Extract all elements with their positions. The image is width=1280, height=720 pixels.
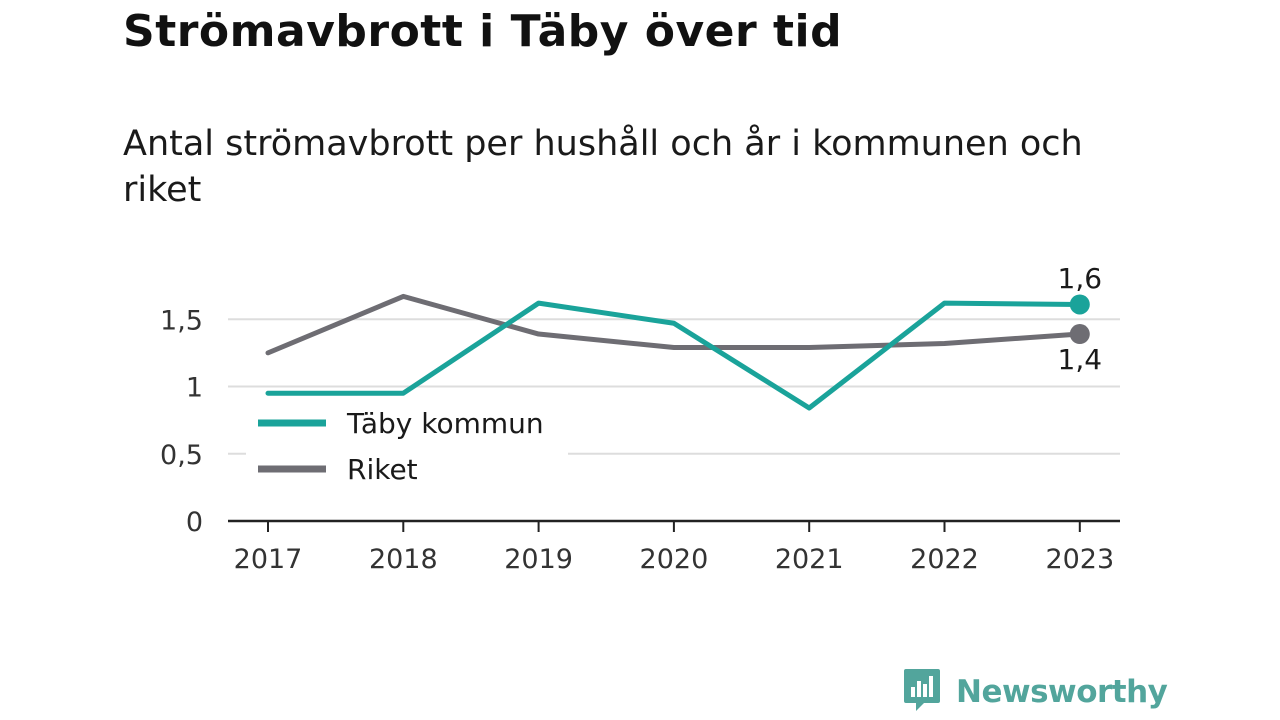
x-tick-label: 2021	[775, 544, 844, 575]
series-lines	[265, 293, 1090, 411]
y-tick-label: 1,5	[160, 305, 203, 336]
newsworthy-brand: Newsworthy	[902, 667, 1168, 717]
brand-name: Newsworthy	[956, 674, 1168, 710]
series-end-point	[1069, 294, 1090, 315]
chart-title: Strömavbrott i Täby över tid	[123, 6, 843, 57]
y-tick-label: 1	[186, 373, 203, 404]
end-labels: 1,6 1,4	[1058, 262, 1103, 376]
y-tick-label: 0	[186, 507, 203, 538]
series-end-point	[1069, 324, 1090, 345]
x-tick-label: 2019	[504, 544, 573, 575]
y-tick-label: 0,5	[160, 440, 203, 471]
legend: Täby kommun Riket	[246, 400, 568, 492]
chart-subtitle: Antal strömavbrott per hushåll och år i …	[123, 124, 1083, 210]
y-axis-labels: 0 0,5 1 1,5	[160, 305, 203, 538]
legend-label: Riket	[347, 453, 418, 486]
x-axis: 2017 2018 2019 2020 2021 2022 2023	[228, 519, 1120, 575]
series-line	[265, 300, 1083, 411]
legend-label: Täby kommun	[346, 407, 544, 440]
x-tick-label: 2022	[910, 544, 979, 575]
legend-background	[246, 400, 568, 492]
x-tick-label: 2020	[640, 544, 709, 575]
end-label: 1,4	[1058, 343, 1103, 376]
x-tick-label: 2018	[369, 544, 438, 575]
x-tick-label: 2023	[1045, 544, 1114, 575]
series-line	[265, 293, 1083, 356]
end-label: 1,6	[1058, 262, 1103, 295]
newsworthy-logo-icon	[902, 667, 942, 717]
x-tick-label: 2017	[234, 544, 303, 575]
